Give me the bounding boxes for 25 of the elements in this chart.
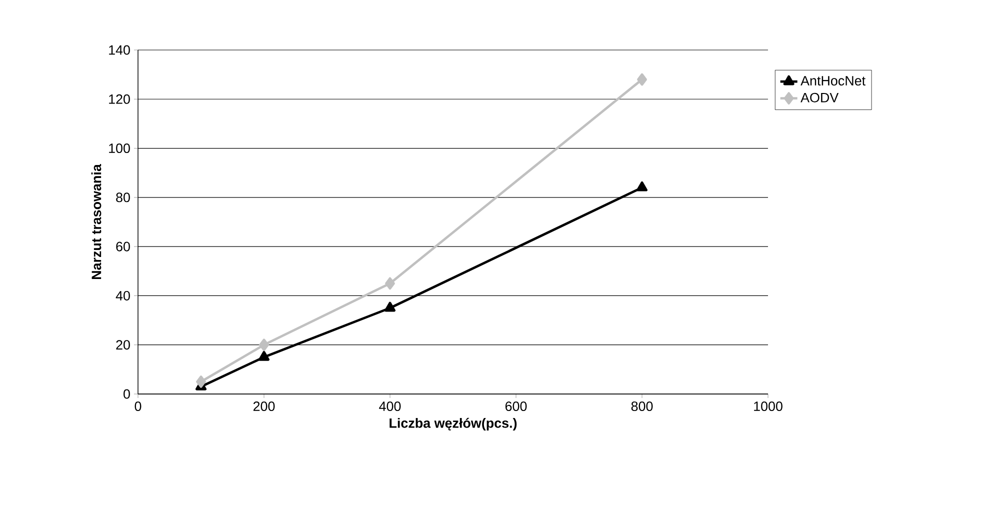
- point: [258, 350, 270, 361]
- y-tick-label: 120: [109, 94, 130, 104]
- x-tick-label: 200: [253, 402, 275, 412]
- point: [636, 181, 648, 192]
- point: [196, 376, 206, 388]
- y-tick-label: 0: [124, 389, 130, 399]
- y-axis-title: Narzut trasowania: [91, 164, 102, 280]
- y-tick-label: 140: [109, 45, 130, 55]
- point: [384, 302, 396, 312]
- x-tick-label: 0: [134, 402, 142, 412]
- point: [637, 73, 647, 86]
- y-tick-label: 60: [116, 242, 130, 252]
- y-tick-label: 80: [116, 192, 130, 202]
- x-tick-label: 600: [505, 402, 527, 412]
- point: [385, 277, 395, 290]
- x-axis-title: Liczba węzłów(pcs.): [390, 418, 517, 431]
- x-tick-label: 400: [379, 402, 401, 412]
- x-tick-label: 800: [631, 402, 653, 412]
- y-tick-label: 100: [109, 144, 130, 154]
- point: [259, 338, 269, 352]
- legend-label: AODV: [800, 92, 839, 102]
- y-tick-label: 40: [116, 290, 130, 300]
- y-tick-label: 20: [116, 340, 130, 350]
- x-tick-label: 1000: [754, 402, 782, 412]
- legend-label: AntHocNet: [800, 76, 866, 86]
